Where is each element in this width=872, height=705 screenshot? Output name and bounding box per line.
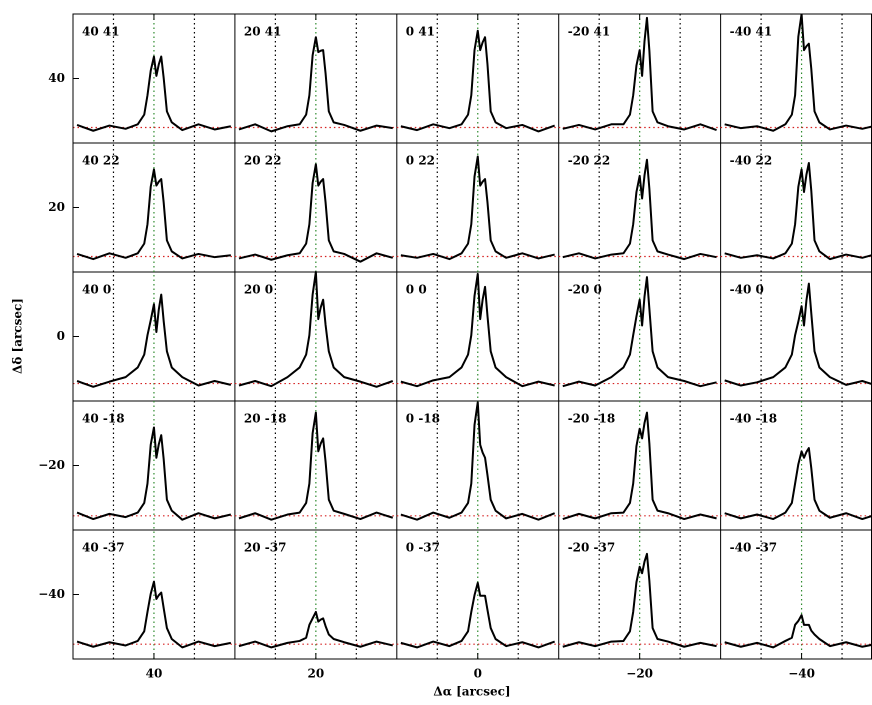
panel-label: 20 0 — [244, 283, 273, 297]
spectrum — [238, 271, 394, 388]
spectrum — [76, 168, 231, 261]
panel-label: 40 22 — [82, 154, 120, 168]
spectrum — [400, 155, 555, 261]
spectrum — [238, 610, 393, 649]
spectrum — [724, 614, 872, 649]
y-tick-label: −20 — [38, 458, 65, 472]
panel-label: 0 -18 — [406, 412, 440, 426]
x-tick-label: 20 — [308, 667, 325, 681]
panel-label: 40 41 — [82, 25, 120, 39]
y-tick-label: 20 — [48, 200, 65, 214]
panel-label: -40 41 — [730, 25, 773, 39]
spectrum — [562, 552, 717, 648]
spectrum — [238, 36, 393, 133]
y-tick-label: 40 — [48, 71, 65, 85]
x-tick-label: 0 — [474, 667, 482, 681]
spectrum — [76, 293, 232, 388]
panel-label: 40 -18 — [82, 412, 125, 426]
spectrum — [724, 282, 872, 387]
panel-label: 0 22 — [406, 154, 435, 168]
spectrum — [400, 581, 556, 649]
panel-label: -40 22 — [730, 154, 773, 168]
spectra-layer — [73, 14, 872, 649]
panel-label: 20 22 — [244, 154, 282, 168]
panel-label: 40 -37 — [82, 541, 125, 555]
panel-label: 20 41 — [244, 25, 282, 39]
panel-label: -40 -37 — [730, 541, 778, 555]
spectrum — [724, 447, 872, 521]
x-tick-label: −20 — [626, 667, 653, 681]
panel-label: -20 22 — [568, 154, 611, 168]
panel-label: -20 -18 — [568, 412, 616, 426]
y-tick-label: 0 — [57, 329, 65, 343]
y-tick-label: −40 — [38, 587, 65, 601]
panel-layer: 40 41 20 41 0 41 -20 41 -40 41 40 22 20 22 0 22… — [73, 14, 872, 659]
spectrum — [562, 16, 717, 132]
panel-label: 0 0 — [406, 283, 427, 297]
panel-label: -40 0 — [730, 283, 764, 297]
plot-frame — [72, 13, 872, 660]
panel-label: 0 -37 — [406, 541, 440, 555]
spectrum — [562, 276, 717, 388]
spectrum — [562, 411, 717, 521]
spectrum — [400, 29, 556, 133]
panel-label: 0 41 — [406, 25, 435, 39]
spectrum — [76, 580, 232, 649]
spectrum — [562, 158, 717, 261]
spectrum — [238, 163, 394, 263]
panel-label: 20 -37 — [244, 541, 287, 555]
panel-label: -20 41 — [568, 25, 611, 39]
panel-label: 40 0 — [82, 283, 111, 297]
spectrum — [76, 426, 232, 521]
panel-label: -20 0 — [568, 283, 602, 297]
spectrum — [724, 14, 872, 132]
spectrum — [76, 55, 232, 132]
spectrum — [400, 272, 555, 388]
x-tick-label: −40 — [788, 667, 815, 681]
x-tick-label: 40 — [146, 667, 163, 681]
panel-label: -40 -18 — [730, 412, 778, 426]
spectrum — [238, 411, 394, 521]
panel-label: -20 -37 — [568, 541, 616, 555]
x-axis-label: Δα [arcsec] — [433, 685, 510, 699]
spectrum — [724, 162, 872, 261]
panel-label: 20 -18 — [244, 412, 287, 426]
spectrum — [400, 401, 556, 521]
y-axis-label: Δδ [arcsec] — [11, 298, 25, 374]
